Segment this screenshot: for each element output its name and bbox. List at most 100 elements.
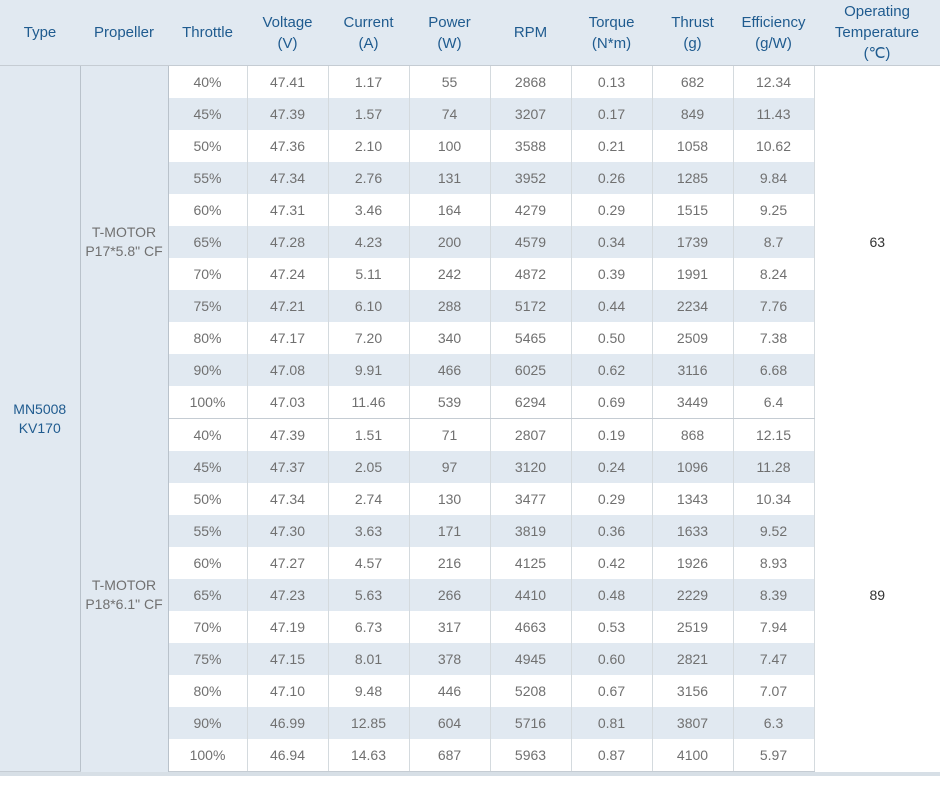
thrust-cell: 1096 [652,451,734,483]
torque-cell: 0.42 [571,547,653,579]
header-temperature-label-1: Operating [844,3,910,20]
table-row: 45% 47.37 2.05 97 3120 0.24 1096 11.28 [0,451,940,483]
torque-cell: 0.87 [571,739,653,772]
efficiency-cell: 9.84 [733,162,815,194]
torque-cell: 0.67 [571,675,653,707]
header-power-unit: (W) [437,34,462,52]
rpm-cell: 5963 [490,739,572,772]
efficiency-cell: 7.07 [733,675,815,707]
voltage-cell: 47.10 [247,675,329,707]
power-cell: 171 [409,515,491,547]
table-row: 100% 46.94 14.63 687 5963 0.87 4100 5.97 [0,739,940,772]
table-row: 80% 47.17 7.20 340 5465 0.50 2509 7.38 [0,322,940,354]
thrust-cell: 2234 [652,290,734,322]
efficiency-cell: 6.68 [733,354,815,386]
current-cell: 2.76 [328,162,410,194]
power-cell: 266 [409,579,491,611]
current-cell: 2.74 [328,483,410,515]
rpm-cell: 6294 [490,386,572,419]
table-body: MN5008 KV170 T-MOTOR P17*5.8" CF 40% 47.41 1.1… [0,65,940,772]
throttle-cell: 80% [168,675,248,707]
motor-type-kv: KV170 [18,419,61,436]
efficiency-cell: 12.34 [733,65,815,98]
voltage-cell: 47.27 [247,547,329,579]
throttle-cell: 100% [168,386,248,419]
voltage-cell: 47.31 [247,194,329,226]
header-rpm: RPM [490,0,571,66]
power-cell: 340 [409,322,491,354]
throttle-cell: 90% [168,707,248,739]
rpm-cell: 5172 [490,290,572,322]
torque-cell: 0.36 [571,515,653,547]
propeller-model: P18*6.1" CF [85,596,163,612]
header-efficiency: Efficiency (g/W) [733,0,814,66]
thrust-cell: 1633 [652,515,734,547]
table-row: 80% 47.10 9.48 446 5208 0.67 3156 7.07 [0,675,940,707]
voltage-cell: 47.34 [247,483,329,515]
header-torque-unit: (N*m) [591,34,632,52]
efficiency-cell: 8.93 [733,547,815,579]
header-type: Type [0,0,80,66]
thrust-cell: 2509 [652,322,734,354]
current-cell: 5.63 [328,579,410,611]
torque-cell: 0.39 [571,258,653,290]
current-cell: 6.73 [328,611,410,643]
power-cell: 74 [409,98,491,130]
efficiency-cell: 6.4 [733,386,815,419]
power-cell: 55 [409,65,491,98]
rpm-cell: 4279 [490,194,572,226]
table-row: 55% 47.30 3.63 171 3819 0.36 1633 9.52 [0,515,940,547]
thrust-cell: 3807 [652,707,734,739]
throttle-cell: 50% [168,130,248,162]
rpm-cell: 4663 [490,611,572,643]
throttle-cell: 90% [168,354,248,386]
torque-cell: 0.34 [571,226,653,258]
throttle-cell: 45% [168,98,248,130]
power-cell: 216 [409,547,491,579]
rpm-cell: 3952 [490,162,572,194]
header-propeller-label: Propeller [93,24,155,41]
efficiency-cell: 7.38 [733,322,815,354]
throttle-cell: 40% [168,418,248,451]
current-cell: 4.23 [328,226,410,258]
power-cell: 71 [409,418,491,451]
table-row: 65% 47.28 4.23 200 4579 0.34 1739 8.7 [0,226,940,258]
propeller-cell: T-MOTOR P17*5.8" CF [80,65,169,419]
header-efficiency-unit: (g/W) [755,34,792,52]
efficiency-cell: 7.47 [733,643,815,675]
current-cell: 1.57 [328,98,410,130]
current-cell: 8.01 [328,643,410,675]
throttle-cell: 70% [168,258,248,290]
voltage-cell: 47.17 [247,322,329,354]
rpm-cell: 3120 [490,451,572,483]
current-cell: 12.85 [328,707,410,739]
operating-temperature-cell: 63 [814,65,940,419]
throttle-cell: 65% [168,226,248,258]
voltage-cell: 46.99 [247,707,329,739]
current-cell: 3.63 [328,515,410,547]
torque-cell: 0.17 [571,98,653,130]
voltage-cell: 47.30 [247,515,329,547]
motor-test-table: Type Propeller Throttle Voltage (V) Curre… [0,0,940,772]
voltage-cell: 47.23 [247,579,329,611]
rpm-cell: 3207 [490,98,572,130]
efficiency-cell: 7.76 [733,290,815,322]
efficiency-cell: 8.39 [733,579,815,611]
table-row: MN5008 KV170 T-MOTOR P17*5.8" CF 40% 47.41 1.1… [0,65,940,772]
voltage-cell: 47.39 [247,98,329,130]
efficiency-cell: 11.28 [733,451,815,483]
torque-cell: 0.44 [571,290,653,322]
header-temperature-label-2: Temperature [834,24,920,41]
torque-cell: 0.19 [571,418,653,451]
current-cell: 14.63 [328,739,410,772]
voltage-cell: 47.41 [247,65,329,98]
current-cell: 5.11 [328,258,410,290]
header-rpm-label: RPM [513,24,548,41]
thrust-cell: 2519 [652,611,734,643]
header-power: Power (W) [409,0,490,66]
table-row: 50% 47.34 2.74 130 3477 0.29 1343 10.34 [0,483,940,515]
voltage-cell: 47.03 [247,386,329,419]
thrust-cell: 682 [652,65,734,98]
header-thrust-unit: (g) [683,34,702,52]
table-row: 70% 47.19 6.73 317 4663 0.53 2519 7.94 [0,611,940,643]
